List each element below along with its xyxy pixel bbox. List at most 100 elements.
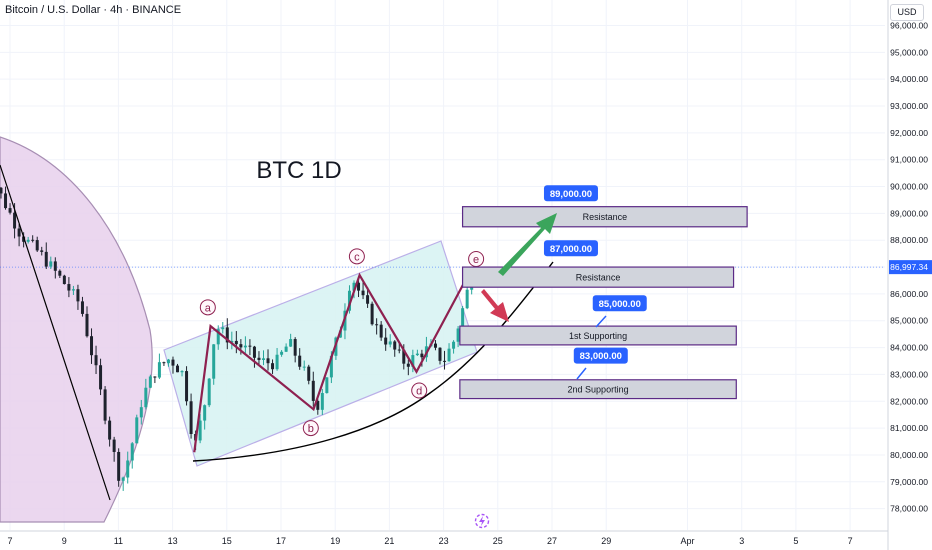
- wave-label-c: c: [354, 251, 360, 263]
- tag-connector-83k: [576, 367, 587, 380]
- candle-body: [352, 282, 356, 291]
- candle-body: [298, 355, 302, 367]
- candle-body: [465, 289, 469, 309]
- price-tick-label: 80,000.00: [890, 450, 928, 460]
- candle-body: [234, 340, 238, 345]
- candle-body: [307, 366, 311, 381]
- time-tick-label: 29: [601, 536, 611, 546]
- candle-body: [0, 187, 3, 194]
- time-tick-label: Apr: [680, 536, 694, 546]
- candle-body: [53, 261, 57, 271]
- time-tick-label: 7: [7, 536, 12, 546]
- candle-body: [257, 357, 261, 360]
- zone-2: [459, 325, 737, 346]
- price-tick-label: 78,000.00: [890, 504, 928, 514]
- candle-body: [284, 346, 288, 352]
- zone-3: [459, 379, 737, 400]
- zone-label-3: 2nd Supporting: [568, 385, 629, 395]
- price-tag-2: 85,000.00: [599, 299, 641, 310]
- price-tick-label: 85,000.00: [890, 316, 928, 326]
- candle-body: [239, 344, 243, 348]
- candle-body: [406, 363, 410, 367]
- candle-body: [121, 477, 125, 481]
- price-tick-label: 82,000.00: [890, 396, 928, 406]
- bearish-arrow: [481, 289, 509, 322]
- candle-body: [139, 407, 143, 418]
- candle-body: [22, 236, 26, 242]
- candle-body: [357, 282, 361, 291]
- candle-body: [293, 339, 297, 356]
- candle-body: [180, 371, 184, 373]
- candle-body: [461, 308, 465, 329]
- candle-body: [189, 401, 193, 434]
- candle-body: [230, 340, 234, 343]
- candle-body: [203, 405, 207, 421]
- zone-1: [461, 266, 735, 288]
- tradingview-replay-icon[interactable]: [473, 513, 491, 529]
- candle-body: [302, 366, 306, 368]
- time-tick-label: 19: [330, 536, 340, 546]
- price-tick-label: 79,000.00: [890, 477, 928, 487]
- candle-body: [94, 355, 98, 366]
- zone-label-0: Resistance: [583, 212, 628, 222]
- candle-body: [13, 212, 17, 229]
- candle-body: [58, 270, 62, 276]
- candle-body: [248, 345, 252, 347]
- price-tick-label: 91,000.00: [890, 155, 928, 165]
- candle-body: [438, 347, 442, 361]
- candle-body: [103, 389, 107, 421]
- candle-body: [62, 275, 66, 285]
- candle-body: [108, 420, 112, 440]
- wave-label-d: d: [416, 386, 422, 398]
- price-tick-label: 81,000.00: [890, 423, 928, 433]
- arc-region: [0, 136, 153, 523]
- candle-body: [316, 400, 320, 410]
- candle-body: [40, 250, 44, 252]
- ascending-channel: [163, 240, 478, 467]
- price-tag-0: 89,000.00: [550, 189, 592, 200]
- candle-body: [207, 378, 211, 406]
- price-tick-label: 88,000.00: [890, 235, 928, 245]
- price-tick-label: 89,000.00: [890, 208, 928, 218]
- price-tag-1: 87,000.00: [550, 244, 592, 255]
- candle-body: [397, 349, 401, 351]
- candle-body: [280, 351, 284, 355]
- zone-0: [461, 206, 748, 228]
- time-tick-label: 7: [848, 536, 853, 546]
- candle-body: [44, 251, 48, 267]
- price-tag-3: 83,000.00: [580, 351, 622, 362]
- candle-body: [144, 387, 148, 408]
- candle-body: [171, 359, 175, 366]
- price-tick-label: 96,000.00: [890, 21, 928, 31]
- candle-body: [71, 289, 75, 291]
- candle-body: [329, 355, 333, 378]
- candle-body: [370, 303, 374, 325]
- candle-body: [216, 329, 220, 345]
- candle-body: [67, 284, 71, 291]
- candle-body: [17, 228, 21, 237]
- candle-body: [80, 301, 84, 314]
- support-curve: [192, 261, 554, 462]
- wave-point-c: [348, 248, 365, 265]
- price-tick-label: 84,000.00: [890, 343, 928, 353]
- candle-body: [148, 376, 152, 388]
- price-tick-label: 90,000.00: [890, 182, 928, 192]
- currency-button[interactable]: USD: [890, 4, 924, 21]
- candle-body: [311, 380, 315, 401]
- candle-body: [252, 346, 256, 358]
- candle-body: [375, 324, 379, 326]
- candle-body: [456, 328, 460, 342]
- candle-body: [384, 337, 388, 345]
- wave-label-a: a: [205, 302, 212, 314]
- candle-body: [99, 365, 103, 390]
- candle-body: [176, 365, 180, 373]
- wave-label-e: e: [473, 254, 479, 266]
- candle-body: [35, 240, 39, 251]
- time-tick-label: 21: [384, 536, 394, 546]
- candle-body: [112, 439, 116, 452]
- candle-body: [388, 341, 392, 345]
- candle-body: [420, 353, 424, 358]
- zone-label-1: Resistance: [576, 273, 621, 283]
- symbol-title[interactable]: Bitcoin / U.S. Dollar · 4h · BINANCE: [5, 4, 182, 16]
